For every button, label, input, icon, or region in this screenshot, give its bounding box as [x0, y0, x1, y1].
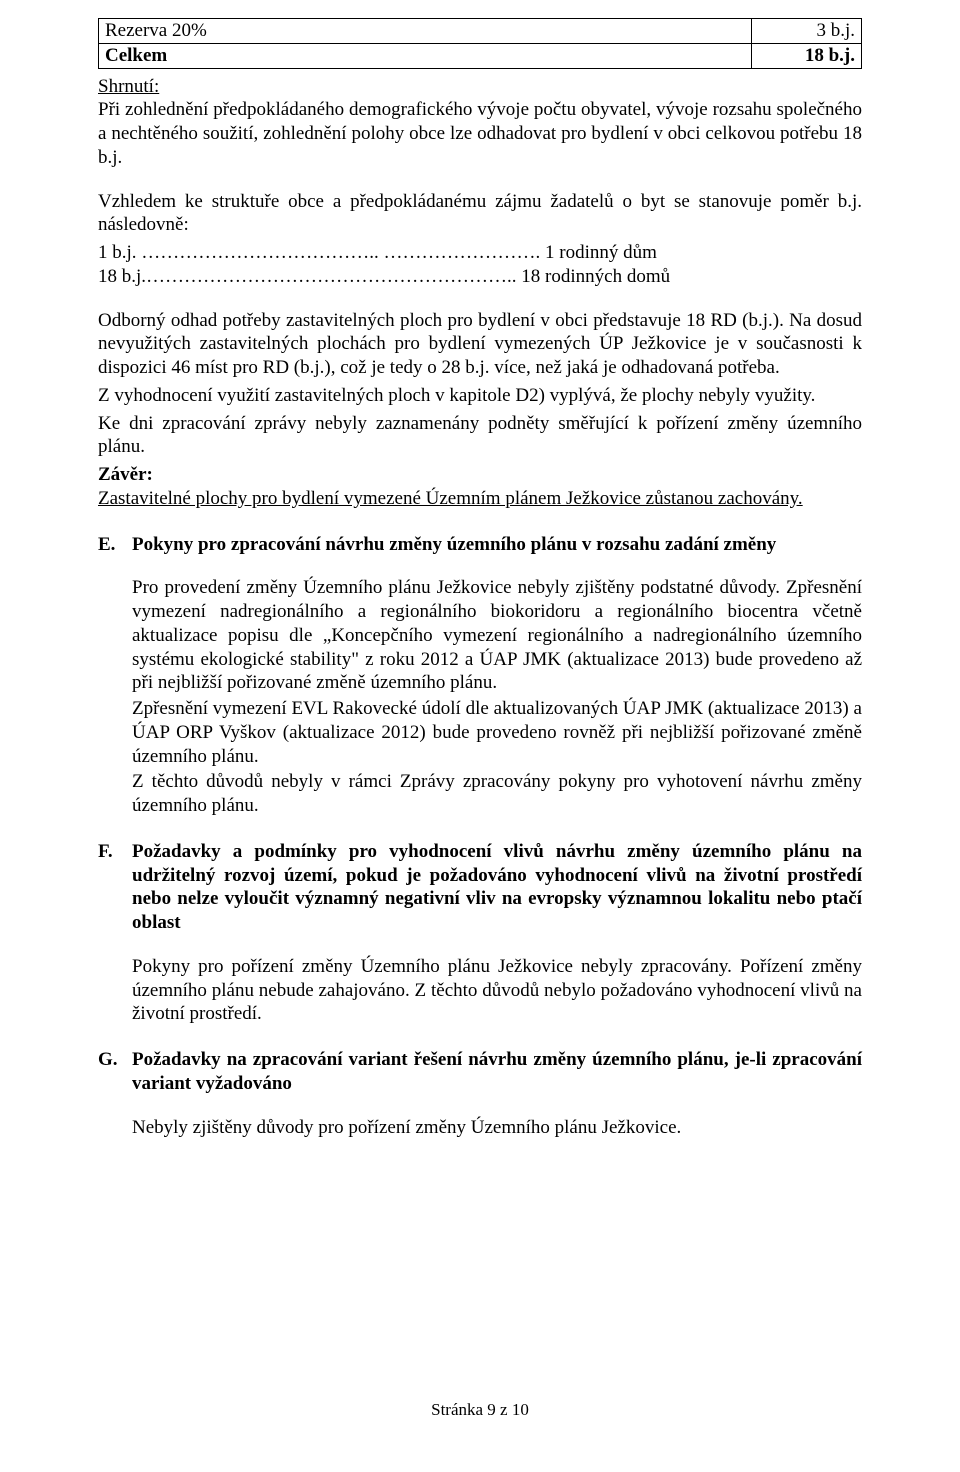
e-p2: Zpřesnění vymezení EVL Rakovecké údolí d…	[132, 697, 862, 768]
cell-label: Rezerva 20%	[99, 19, 752, 44]
odborny-p1: Odborný odhad potřeby zastavitelných plo…	[98, 309, 862, 380]
table-row: Celkem 18 b.j.	[99, 43, 862, 68]
e-p1: Pro provedení změny Územního plánu Ježko…	[132, 576, 862, 695]
summary-table: Rezerva 20% 3 b.j. Celkem 18 b.j.	[98, 18, 862, 69]
section-body-e: Pro provedení změny Územního plánu Ježko…	[132, 576, 862, 818]
vzhledem-intro: Vzhledem ke struktuře obce a předpokláda…	[98, 190, 862, 238]
g-p1: Nebyly zjištěny důvody pro pořízení změn…	[132, 1116, 862, 1140]
section-e: E. Pokyny pro zpracování návrhu změny úz…	[98, 533, 862, 557]
shrnuti-block: Shrnutí: Při zohlednění předpokládaného …	[98, 75, 862, 170]
shrnuti-text: Při zohlednění předpokládaného demografi…	[98, 98, 862, 169]
odborny-p3: Ke dni zpracování zprávy nebyly zaznamen…	[98, 412, 862, 460]
section-g: G. Požadavky na zpracování variant řešen…	[98, 1048, 862, 1096]
ratio-line-1: 1 b.j. ……………………………….. ……………………. 1 rodinn…	[98, 241, 862, 265]
section-body-f: Pokyny pro pořízení změny Územního plánu…	[132, 955, 862, 1026]
f-p1: Pokyny pro pořízení změny Územního plánu…	[132, 955, 862, 1026]
table-row: Rezerva 20% 3 b.j.	[99, 19, 862, 44]
odborny-block: Odborný odhad potřeby zastavitelných plo…	[98, 309, 862, 460]
section-letter-f: F.	[98, 840, 132, 864]
cell-value: 3 b.j.	[752, 19, 862, 44]
section-letter-g: G.	[98, 1048, 132, 1072]
zaver-heading: Závěr:	[98, 463, 862, 487]
vzhledem-block: Vzhledem ke struktuře obce a předpokláda…	[98, 190, 862, 289]
section-letter-e: E.	[98, 533, 132, 557]
cell-value: 18 b.j.	[752, 43, 862, 68]
shrnuti-heading: Shrnutí:	[98, 75, 862, 99]
section-title-f: Požadavky a podmínky pro vyhodnocení vli…	[132, 840, 862, 935]
ratio-line-2: 18 b.j.………………………………………………….. 18 rodinnýc…	[98, 265, 862, 289]
section-body-g: Nebyly zjištěny důvody pro pořízení změn…	[132, 1116, 862, 1140]
section-f: F. Požadavky a podmínky pro vyhodnocení …	[98, 840, 862, 935]
zaver-block: Závěr: Zastavitelné plochy pro bydlení v…	[98, 463, 862, 511]
zaver-text: Zastavitelné plochy pro bydlení vymezené…	[98, 487, 862, 511]
e-p3: Z těchto důvodů nebyly v rámci Zprávy zp…	[132, 770, 862, 818]
cell-label: Celkem	[99, 43, 752, 68]
section-title-g: Požadavky na zpracování variant řešení n…	[132, 1048, 862, 1096]
odborny-p2: Z vyhodnocení využití zastavitelných plo…	[98, 384, 862, 408]
page-footer: Stránka 9 z 10	[0, 1399, 960, 1420]
section-title-e: Pokyny pro zpracování návrhu změny územn…	[132, 533, 862, 557]
